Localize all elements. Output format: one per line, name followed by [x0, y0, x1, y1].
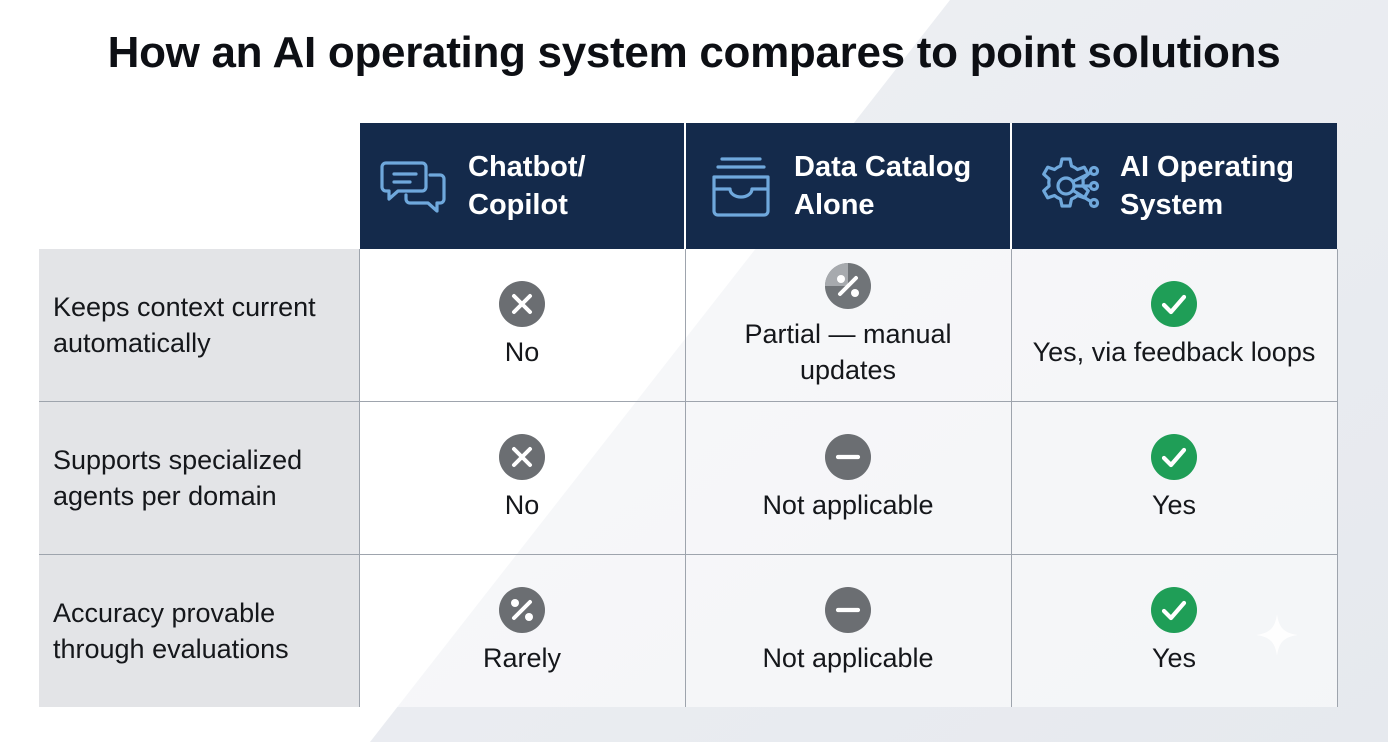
- minus-circle-icon: [825, 434, 871, 480]
- table-cell: Yes: [1010, 401, 1338, 555]
- column-header-label: Chatbot/ Copilot: [468, 151, 586, 221]
- column-header-label: Data Catalog Alone: [794, 151, 972, 221]
- inbox-tray-icon: [712, 157, 770, 217]
- table-row: Supports specialized agents per domain N…: [39, 401, 1338, 555]
- table-cell: Partial — manual updates: [684, 249, 1011, 402]
- cell-text: Yes: [1151, 643, 1197, 673]
- cell-text: Not applicable: [762, 643, 934, 673]
- cell-text: Partial — manual updates: [744, 319, 952, 385]
- table-row: Accuracy provable through evaluations Ra…: [39, 554, 1338, 707]
- column-header-data-catalog: Data Catalog Alone: [684, 123, 1011, 249]
- cell-text: No: [504, 490, 540, 520]
- check-circle-icon: [1151, 434, 1197, 480]
- cell-text: Yes: [1151, 490, 1197, 520]
- gear-circuit-icon: [1042, 157, 1100, 209]
- percent-circle-icon: [499, 587, 545, 633]
- column-header-ai-os: AI Operating System: [1010, 123, 1337, 249]
- minus-circle-icon: [825, 587, 871, 633]
- cell-text: Yes, via feedback loops: [1032, 337, 1316, 367]
- row-label: Supports specialized agents per domain: [39, 401, 360, 555]
- sparkle-icon: [1256, 614, 1298, 656]
- table-cell: Rarely: [358, 554, 685, 707]
- table-cell: No: [358, 401, 685, 555]
- table-row: Keeps context current automatically No P…: [39, 249, 1338, 402]
- table-cell: Not applicable: [684, 554, 1011, 707]
- check-circle-icon: [1151, 587, 1197, 633]
- column-header-chatbot: Chatbot/ Copilot: [358, 123, 685, 249]
- page-title: How an AI operating system compares to p…: [107, 28, 1281, 77]
- header-corner: [39, 123, 359, 249]
- header-row: Chatbot/ Copilot Data Catalog Alone: [39, 123, 1337, 249]
- column-header-label: AI Operating System: [1120, 151, 1295, 221]
- percent-circle-icon: [825, 263, 871, 309]
- x-circle-icon: [499, 434, 545, 480]
- table-cell: Yes, via feedback loops: [1010, 249, 1338, 402]
- row-label: Accuracy provable through evaluations: [39, 554, 360, 707]
- chat-bubbles-icon: [380, 161, 446, 213]
- x-circle-icon: [499, 281, 545, 327]
- table-cell: Not applicable: [684, 401, 1011, 555]
- check-circle-icon: [1151, 281, 1197, 327]
- row-label: Keeps context current automatically: [39, 249, 360, 402]
- comparison-table: Chatbot/ Copilot Data Catalog Alone: [39, 123, 1338, 707]
- cell-text: Not applicable: [762, 490, 934, 520]
- cell-text: Rarely: [482, 643, 562, 673]
- cell-text: No: [504, 337, 540, 367]
- table-cell: No: [358, 249, 685, 402]
